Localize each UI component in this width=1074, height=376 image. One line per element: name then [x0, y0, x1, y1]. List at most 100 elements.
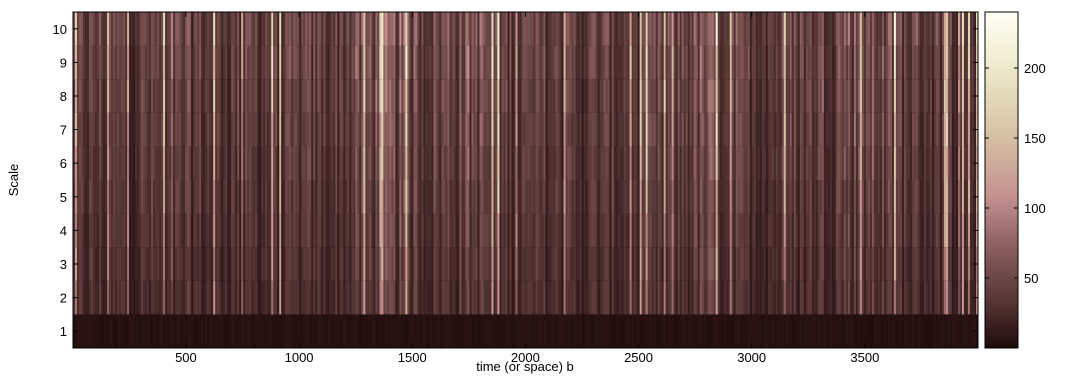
heatmap-cell	[357, 79, 360, 113]
heatmap-cell	[955, 180, 959, 214]
heatmap-cell	[727, 12, 731, 46]
heatmap-cell	[265, 146, 268, 180]
heatmap-cell	[815, 280, 819, 315]
heatmap-cell	[229, 79, 232, 113]
heatmap-cell	[931, 280, 935, 315]
heatmap-cell	[231, 247, 234, 281]
heatmap-cell	[643, 247, 647, 281]
heatmap-cell	[309, 79, 312, 113]
heatmap-cell	[961, 146, 965, 180]
heatmap-cell	[659, 146, 663, 180]
heatmap-cell	[395, 213, 398, 248]
heatmap-cell	[239, 79, 242, 113]
heatmap-cell	[333, 12, 336, 46]
heatmap-cell	[719, 314, 723, 348]
heatmap-cell	[379, 180, 382, 214]
heatmap-cell	[263, 213, 266, 248]
heatmap-cell	[81, 280, 84, 315]
heatmap-cell	[423, 146, 426, 180]
heatmap-cell	[737, 180, 741, 214]
heatmap-cell	[697, 45, 701, 80]
heatmap-cell	[505, 247, 508, 281]
heatmap-cell	[429, 247, 432, 281]
heatmap-cell	[889, 146, 893, 180]
heatmap-cell	[753, 213, 757, 248]
heatmap-cell	[893, 213, 897, 248]
heatmap-cell	[773, 213, 777, 248]
heatmap-cell	[241, 213, 244, 248]
heatmap-cell	[447, 280, 450, 315]
heatmap-cell	[527, 180, 530, 214]
heatmap-cell	[401, 112, 404, 147]
heatmap-cell	[719, 112, 723, 147]
heatmap-cell	[451, 280, 454, 315]
heatmap-cell	[723, 213, 727, 248]
heatmap-cell	[189, 314, 192, 348]
heatmap-cell	[87, 146, 90, 180]
heatmap-cell	[371, 45, 374, 80]
heatmap-cell	[647, 112, 651, 147]
heatmap-cell	[603, 180, 606, 214]
heatmap-cell	[103, 314, 106, 348]
heatmap-cell	[671, 280, 675, 315]
heatmap-cell	[645, 180, 649, 214]
heatmap-cell	[731, 146, 735, 180]
heatmap-cell	[313, 247, 316, 281]
heatmap-cell	[185, 247, 188, 281]
heatmap-cell	[827, 79, 831, 113]
heatmap-cell	[279, 314, 282, 348]
heatmap-cell	[515, 180, 518, 214]
heatmap-cell	[519, 112, 522, 147]
heatmap-cell	[229, 280, 232, 315]
heatmap-cell	[519, 146, 522, 180]
heatmap-cell	[865, 213, 869, 248]
heatmap-cell	[349, 112, 352, 147]
heatmap-cell	[439, 213, 442, 248]
heatmap-cell	[377, 112, 380, 147]
heatmap-cell	[423, 247, 426, 281]
heatmap-cell	[525, 314, 528, 348]
heatmap-cell	[235, 247, 238, 281]
heatmap-cell	[957, 314, 961, 348]
heatmap-cell	[729, 146, 733, 180]
heatmap-cell	[671, 180, 675, 214]
heatmap-cell	[537, 45, 540, 80]
heatmap-cell	[963, 45, 967, 80]
heatmap-cell	[835, 12, 839, 46]
heatmap-cell	[387, 79, 390, 113]
heatmap-cell	[365, 12, 368, 46]
heatmap-cell	[377, 280, 380, 315]
heatmap-cell	[171, 79, 174, 113]
heatmap-cell	[125, 146, 128, 180]
heatmap-cell	[567, 112, 570, 147]
heatmap-cell	[509, 247, 512, 281]
heatmap-cell	[619, 79, 622, 113]
heatmap-cell	[815, 213, 819, 248]
heatmap-cell	[207, 180, 210, 214]
heatmap-cell	[759, 12, 763, 46]
heatmap-cell	[931, 247, 935, 281]
heatmap-cell	[735, 112, 739, 147]
heatmap-cell	[707, 45, 711, 80]
heatmap-cell	[517, 314, 520, 348]
heatmap-cell	[141, 180, 144, 214]
heatmap-cell	[793, 180, 797, 214]
heatmap-cell	[839, 280, 843, 315]
heatmap-cell	[797, 12, 801, 46]
heatmap-cell	[933, 79, 937, 113]
heatmap-cell	[277, 79, 280, 113]
heatmap-cell	[561, 146, 564, 180]
heatmap-cell	[859, 79, 863, 113]
heatmap-cell	[269, 12, 272, 46]
heatmap-cell	[455, 314, 458, 348]
heatmap-cell	[817, 280, 821, 315]
heatmap-cell	[189, 146, 192, 180]
heatmap-cell	[267, 247, 270, 281]
heatmap-cell	[509, 146, 512, 180]
heatmap-cell	[373, 280, 376, 315]
heatmap-cell	[969, 280, 973, 315]
heatmap-cell	[615, 45, 618, 80]
heatmap-cell	[711, 180, 715, 214]
heatmap-cell	[835, 213, 839, 248]
heatmap-cell	[763, 12, 767, 46]
